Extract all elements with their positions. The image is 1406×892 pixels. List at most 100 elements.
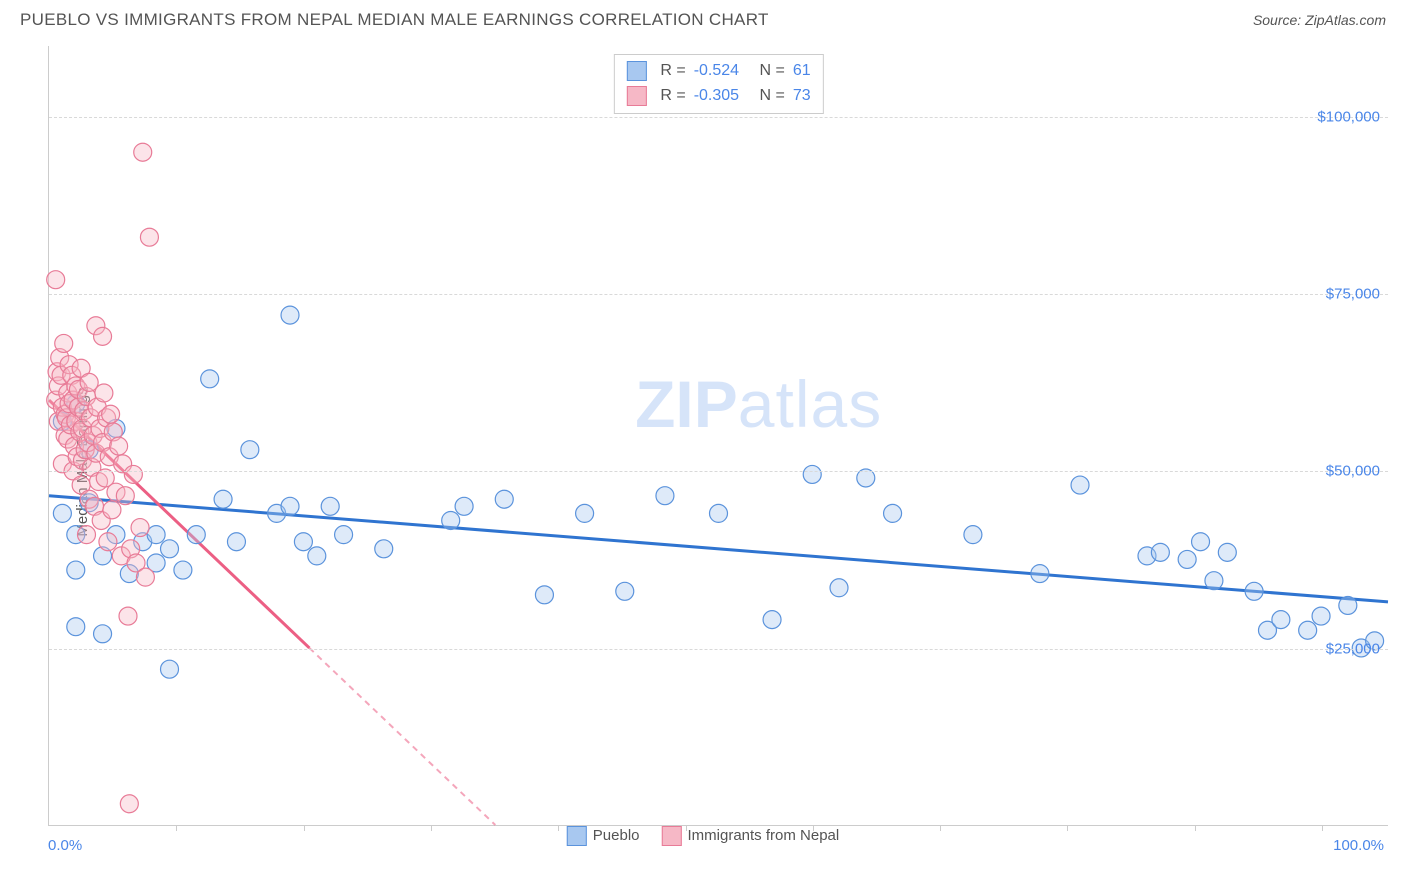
data-point bbox=[174, 561, 192, 579]
data-point bbox=[1245, 582, 1263, 600]
data-point bbox=[124, 465, 142, 483]
scatter-points-layer bbox=[49, 46, 1388, 825]
legend-swatch bbox=[567, 826, 587, 846]
x-tick bbox=[176, 825, 177, 831]
n-label: N = bbox=[760, 84, 785, 109]
data-point bbox=[161, 540, 179, 558]
data-point bbox=[120, 795, 138, 813]
legend-label: Pueblo bbox=[593, 827, 640, 844]
data-point bbox=[201, 370, 219, 388]
chart-title: PUEBLO VS IMMIGRANTS FROM NEPAL MEDIAN M… bbox=[20, 10, 769, 30]
data-point bbox=[535, 586, 553, 604]
legend-row-nepal: R = -0.305 N = 73 bbox=[626, 84, 810, 109]
data-point bbox=[227, 533, 245, 551]
data-point bbox=[94, 625, 112, 643]
data-point bbox=[281, 306, 299, 324]
x-axis-min-label: 0.0% bbox=[48, 837, 82, 854]
x-tick bbox=[940, 825, 941, 831]
data-point bbox=[442, 511, 460, 529]
legend-item: Pueblo bbox=[567, 826, 640, 846]
data-point bbox=[99, 533, 117, 551]
data-point bbox=[55, 334, 73, 352]
chart-header: PUEBLO VS IMMIGRANTS FROM NEPAL MEDIAN M… bbox=[0, 0, 1406, 36]
y-tick-label: $25,000 bbox=[1326, 640, 1380, 657]
x-tick bbox=[558, 825, 559, 831]
n-value-pueblo: 61 bbox=[793, 59, 811, 84]
data-point bbox=[964, 526, 982, 544]
legend-swatch bbox=[662, 826, 682, 846]
x-tick bbox=[1322, 825, 1323, 831]
data-point bbox=[1339, 596, 1357, 614]
data-point bbox=[830, 579, 848, 597]
legend-item: Immigrants from Nepal bbox=[662, 826, 840, 846]
legend-row-pueblo: R = -0.524 N = 61 bbox=[626, 59, 810, 84]
data-point bbox=[134, 143, 152, 161]
x-tick bbox=[431, 825, 432, 831]
x-tick bbox=[1195, 825, 1196, 831]
correlation-legend: R = -0.524 N = 61 R = -0.305 N = 73 bbox=[613, 54, 823, 114]
data-point bbox=[53, 504, 71, 522]
data-point bbox=[187, 526, 205, 544]
r-value-pueblo: -0.524 bbox=[694, 59, 739, 84]
data-point bbox=[281, 497, 299, 515]
source-label: Source: ZipAtlas.com bbox=[1253, 12, 1386, 28]
data-point bbox=[1272, 611, 1290, 629]
data-point bbox=[576, 504, 594, 522]
data-point bbox=[67, 561, 85, 579]
swatch-pueblo bbox=[626, 61, 646, 81]
gridline bbox=[49, 471, 1388, 472]
gridline bbox=[49, 294, 1388, 295]
data-point bbox=[47, 271, 65, 289]
legend-label: Immigrants from Nepal bbox=[688, 827, 840, 844]
data-point bbox=[308, 547, 326, 565]
data-point bbox=[455, 497, 473, 515]
data-point bbox=[94, 327, 112, 345]
data-point bbox=[119, 607, 137, 625]
data-point bbox=[1151, 543, 1169, 561]
data-point bbox=[110, 437, 128, 455]
r-label: R = bbox=[660, 59, 685, 84]
data-point bbox=[1071, 476, 1089, 494]
data-point bbox=[495, 490, 513, 508]
data-point bbox=[1312, 607, 1330, 625]
data-point bbox=[1031, 565, 1049, 583]
data-point bbox=[77, 526, 95, 544]
data-point bbox=[1178, 550, 1196, 568]
y-tick-label: $75,000 bbox=[1326, 286, 1380, 303]
data-point bbox=[375, 540, 393, 558]
data-point bbox=[140, 228, 158, 246]
r-label: R = bbox=[660, 84, 685, 109]
data-point bbox=[103, 501, 121, 519]
data-point bbox=[241, 441, 259, 459]
r-value-nepal: -0.305 bbox=[694, 84, 739, 109]
data-point bbox=[1205, 572, 1223, 590]
data-point bbox=[116, 487, 134, 505]
data-point bbox=[294, 533, 312, 551]
x-tick bbox=[1067, 825, 1068, 831]
plot-region: ZIPatlas R = -0.524 N = 61 R = -0.305 N … bbox=[48, 46, 1388, 826]
x-tick bbox=[304, 825, 305, 831]
data-point bbox=[335, 526, 353, 544]
swatch-nepal bbox=[626, 86, 646, 106]
data-point bbox=[803, 465, 821, 483]
data-point bbox=[147, 526, 165, 544]
data-point bbox=[656, 487, 674, 505]
data-point bbox=[161, 660, 179, 678]
data-point bbox=[67, 618, 85, 636]
y-tick-label: $50,000 bbox=[1326, 463, 1380, 480]
y-tick-label: $100,000 bbox=[1317, 108, 1380, 125]
data-point bbox=[102, 405, 120, 423]
gridline bbox=[49, 117, 1388, 118]
data-point bbox=[131, 519, 149, 537]
data-point bbox=[884, 504, 902, 522]
series-legend: Pueblo Immigrants from Nepal bbox=[567, 826, 839, 846]
x-axis-max-label: 100.0% bbox=[1333, 837, 1384, 854]
n-label: N = bbox=[760, 59, 785, 84]
n-value-nepal: 73 bbox=[793, 84, 811, 109]
data-point bbox=[763, 611, 781, 629]
gridline bbox=[49, 649, 1388, 650]
data-point bbox=[95, 384, 113, 402]
data-point bbox=[710, 504, 728, 522]
data-point bbox=[616, 582, 634, 600]
data-point bbox=[1192, 533, 1210, 551]
